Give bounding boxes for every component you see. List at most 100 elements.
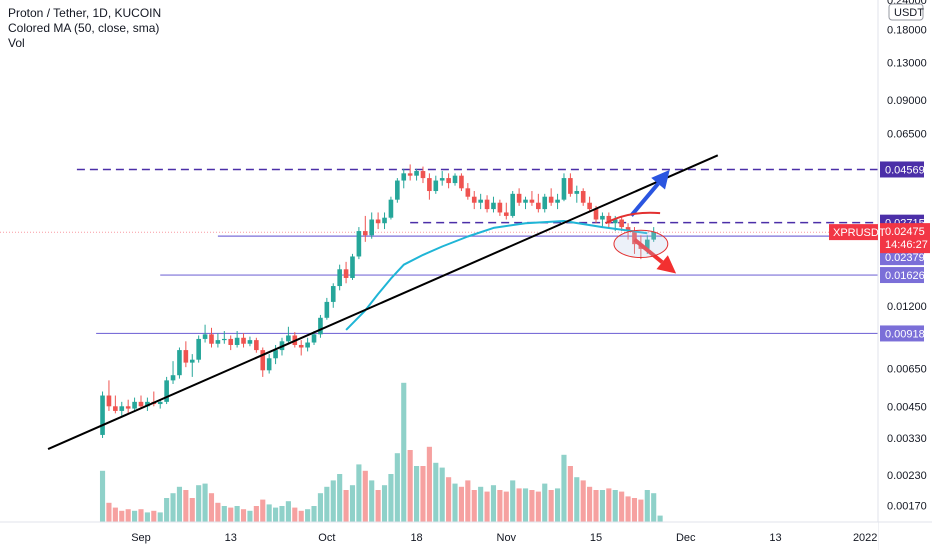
volume-bar [439, 467, 445, 522]
candle-body [632, 231, 637, 245]
volume-bar [240, 509, 247, 522]
volume-bar [260, 499, 266, 522]
volume-bar [292, 507, 298, 522]
volume-bar [394, 453, 400, 522]
price-tick: 0.00650 [887, 364, 927, 376]
volume-bar [657, 515, 663, 522]
candle-body [234, 337, 240, 345]
volume-label[interactable]: Vol [8, 36, 25, 50]
candle-body [420, 171, 426, 179]
volume-bar [356, 464, 362, 522]
volume-bar [561, 454, 567, 522]
candle-body [350, 256, 355, 278]
time-tick: Dec [676, 532, 696, 544]
candle-body [529, 199, 535, 203]
symbol-title[interactable]: Proton / Tether, 1D, KUCOIN [8, 6, 162, 20]
candle-body [625, 227, 631, 232]
candle-body [651, 231, 657, 240]
volume-bar [330, 480, 336, 522]
volume-bar [285, 501, 291, 522]
volume-bar [516, 488, 522, 522]
volume-bar [535, 491, 541, 522]
candle-body [221, 338, 227, 341]
candle-body [298, 344, 304, 348]
volume-bar [144, 512, 150, 522]
volume-bar [490, 485, 497, 522]
candle-body [138, 401, 144, 407]
indicator-label[interactable]: Colored MA (50, close, sma) [8, 21, 160, 35]
volume-bar [593, 490, 599, 522]
candle-body [510, 193, 516, 216]
volume-bar [375, 490, 381, 522]
candle-body [170, 375, 176, 381]
candle-body [580, 191, 586, 203]
candle-body [369, 219, 375, 236]
moving-average [345, 220, 648, 331]
candle-body [388, 199, 394, 218]
volume-bar [279, 506, 285, 522]
trendline [47, 154, 719, 451]
currency-box [888, 3, 924, 21]
volume-bar [317, 493, 324, 522]
time-tick: Nov [497, 532, 517, 544]
volume-bar [138, 509, 144, 522]
candle-body [561, 178, 567, 200]
candle-body [324, 301, 330, 318]
volume-bar [234, 506, 240, 522]
candle-body [254, 340, 259, 351]
volume-bar [305, 509, 311, 522]
candle-body [395, 180, 400, 200]
candle-body [247, 340, 253, 344]
volume-bar [529, 490, 535, 522]
level-tag [880, 325, 924, 342]
candle-body [362, 231, 368, 236]
volume-bar [465, 480, 471, 522]
time-axis[interactable]: Sep 13 Oct 18 Nov 15 Dec 13 2022 [0, 521, 932, 550]
chart-legend: Proton / Tether, 1D, KUCOIN Colored MA (… [8, 6, 161, 51]
highlight-ellipse [613, 229, 669, 259]
volume-bar [401, 382, 407, 522]
volume-bar [644, 490, 650, 522]
candles [100, 164, 657, 438]
volume-bar [599, 490, 605, 522]
last-price-tag [880, 223, 930, 254]
candle-body [305, 342, 310, 348]
volume-bar [433, 462, 439, 522]
candle-body [215, 340, 221, 344]
time-axis-bg [0, 522, 878, 550]
volume-bar [228, 507, 234, 522]
candle-body [516, 193, 522, 203]
price-axis[interactable]: 0.240000.180000.130000.090000.065000.012… [829, 0, 932, 550]
candle-body [202, 334, 208, 339]
candle-body [401, 173, 407, 181]
time-tick: Oct [318, 532, 335, 544]
volume-bars [99, 382, 663, 522]
symbol-tag [829, 224, 878, 241]
volume-bar [298, 510, 304, 522]
volume-bar [503, 491, 509, 522]
volume-bar [452, 483, 458, 522]
candle-body [125, 406, 131, 409]
volume-bar [420, 466, 426, 522]
volume-bar [478, 486, 484, 522]
volume-bar [176, 486, 183, 522]
candle-body [465, 188, 471, 197]
volume-bar [606, 488, 612, 522]
volume-bar [497, 490, 503, 522]
candle-body [183, 350, 189, 363]
last-price-value: 0.02475 [885, 226, 925, 238]
volume-bar [651, 493, 657, 522]
volume-bar [112, 507, 118, 522]
price-tick: 0.00170 [887, 501, 927, 513]
volume-bar [638, 499, 644, 522]
candle-body [439, 178, 445, 181]
candle-body [286, 335, 291, 342]
volume-bar [215, 502, 221, 522]
candle-body [600, 215, 605, 220]
candle-body [177, 350, 182, 376]
candle-body [446, 178, 451, 184]
candle-body [356, 231, 362, 257]
arrow-head [656, 255, 677, 274]
level-tag-value: 0.01626 [885, 270, 925, 282]
